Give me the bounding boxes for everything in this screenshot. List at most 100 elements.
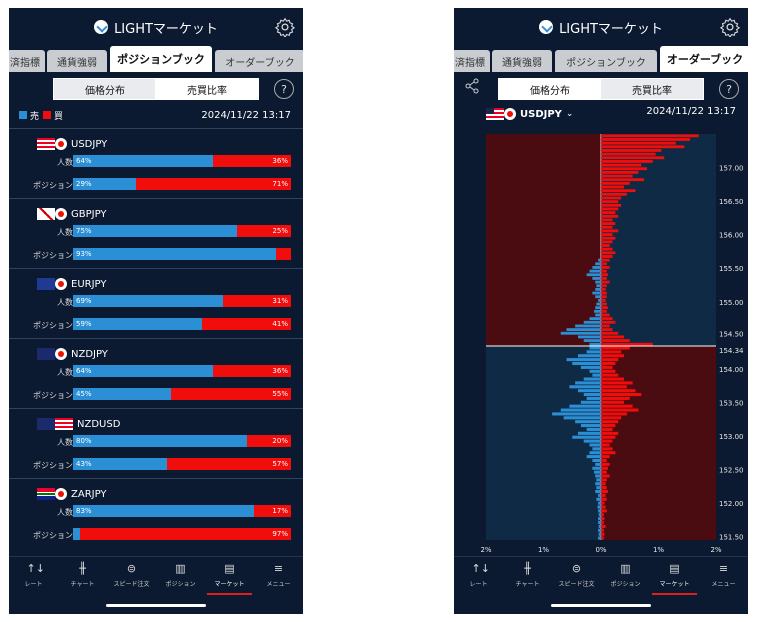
people-ratio-bar: 64% 36% xyxy=(73,155,291,167)
tab-position-book[interactable]: ポジションブック xyxy=(555,50,657,72)
position-ratio-bar: 45% 55% xyxy=(73,388,291,400)
share-icon[interactable] xyxy=(464,78,480,94)
buy-order-bar xyxy=(601,431,619,435)
us-flag-icon xyxy=(37,138,55,150)
pair-card-eurjpy[interactable]: EURJPY 人数 69% 31% ポジション 59% 41% xyxy=(9,268,303,339)
tab-currency-strength[interactable]: 通貨強弱 xyxy=(492,50,552,72)
nav-item-3[interactable]: ▥ ポジション xyxy=(156,559,205,593)
nav-icon: ╫ xyxy=(79,562,86,575)
buy-order-bar xyxy=(601,287,606,291)
pair-card-nzdjpy[interactable]: NZDJPY 人数 64% 36% ポジション 45% 55% xyxy=(9,338,303,409)
people-label: 人数 xyxy=(57,228,73,237)
buy-order-bar xyxy=(601,342,653,346)
tab-currency-strength[interactable]: 通貨強弱 xyxy=(47,50,107,72)
nav-item-5[interactable]: ≡ メニュー xyxy=(254,559,303,593)
pair-header: ZARJPY xyxy=(37,487,107,501)
sell-order-bar xyxy=(566,358,601,362)
nz-flag-icon xyxy=(37,418,55,430)
people-ratio-bar: 80% 20% xyxy=(73,435,291,447)
y-tick-label: 153.50 xyxy=(719,399,744,407)
segment-buy-sell-ratio[interactable]: 売買比率 xyxy=(600,78,704,100)
nav-item-0[interactable]: ↑↓ レート xyxy=(454,559,503,593)
buy-order-bar xyxy=(601,369,616,373)
nav-item-3[interactable]: ▥ ポジション xyxy=(601,559,650,593)
segment-price-distribution[interactable]: 価格分布 xyxy=(498,78,602,100)
app-logo-icon xyxy=(539,20,554,34)
sell-order-bar xyxy=(575,420,601,424)
segment-buy-sell-ratio[interactable]: 売買比率 xyxy=(155,78,259,100)
buy-order-bar xyxy=(601,447,613,451)
sell-order-bar xyxy=(583,439,601,443)
tab-position-book[interactable]: ポジションブック xyxy=(110,46,212,72)
buy-order-bar xyxy=(601,324,610,328)
gear-icon[interactable] xyxy=(275,17,295,37)
nav-item-4[interactable]: ▤ マーケット xyxy=(650,559,699,593)
nav-label: スピード注文 xyxy=(113,581,150,588)
help-icon[interactable]: ? xyxy=(719,79,739,99)
buy-order-bar xyxy=(601,439,613,443)
pair-card-usdjpy[interactable]: USDJPY 人数 64% 36% ポジション 29% 71% xyxy=(9,128,303,199)
sell-order-bar xyxy=(572,435,601,439)
gear-icon[interactable] xyxy=(720,17,740,37)
buy-swatch xyxy=(43,111,52,119)
buy-order-bar xyxy=(601,309,607,313)
y-tick-label: 154.34 xyxy=(719,347,744,355)
x-tick-label: 1% xyxy=(538,546,549,554)
tab-economic-indicators[interactable]: 済指標 xyxy=(454,50,490,72)
sell-order-bar xyxy=(598,298,601,302)
nav-item-4[interactable]: ▤ マーケット xyxy=(205,559,254,593)
buy-order-bar xyxy=(601,200,619,204)
pair-name: EURJPY xyxy=(71,278,107,290)
buy-order-bar xyxy=(601,358,619,362)
buy-order-bar xyxy=(601,258,610,262)
buy-order-bar xyxy=(601,284,607,288)
symbol-name: USDJPY xyxy=(520,108,562,120)
active-nav-underline xyxy=(652,593,697,595)
sell-order-bar xyxy=(589,369,601,373)
buy-segment xyxy=(275,248,291,260)
nav-item-2[interactable]: ⊜ スピード注文 xyxy=(107,559,156,593)
nav-item-0[interactable]: ↑↓ レート xyxy=(9,559,58,593)
nav-item-2[interactable]: ⊜ スピード注文 xyxy=(552,559,601,593)
nav-item-5[interactable]: ≡ メニュー xyxy=(699,559,748,593)
pair-card-nzdusd[interactable]: NZDUSD 人数 80% 20% ポジション 43% 57% xyxy=(9,408,303,479)
tab-order-book[interactable]: オーダーブック xyxy=(660,46,748,72)
buy-order-bar xyxy=(601,455,610,459)
x-tick-label: 2% xyxy=(480,546,491,554)
sell-segment: 93% xyxy=(73,248,276,260)
buy-segment: 36% xyxy=(212,365,291,377)
sell-order-bar xyxy=(578,389,601,393)
nav-icon: ▤ xyxy=(669,562,680,575)
nav-item-1[interactable]: ╫ チャート xyxy=(503,559,552,593)
buy-order-bar xyxy=(601,207,619,211)
sell-order-bar xyxy=(592,373,601,377)
symbol-selector[interactable]: USDJPY ⌄ xyxy=(486,108,573,120)
pair-card-gbpjpy[interactable]: GBPJPY 人数 75% 25% ポジション 93% xyxy=(9,198,303,269)
jp-flag-icon xyxy=(55,488,67,500)
home-indicator xyxy=(106,604,206,607)
nav-label: レート xyxy=(24,581,43,588)
sell-segment: 75% xyxy=(73,225,237,237)
sell-order-bar xyxy=(592,458,601,463)
buy-order-bar xyxy=(601,354,624,358)
nav-item-1[interactable]: ╫ チャート xyxy=(58,559,107,593)
tab-bar: 済指標 通貨強弱 ポジションブック オーダーブック xyxy=(454,46,748,72)
tab-economic-indicators[interactable]: 済指標 xyxy=(9,50,45,72)
right-phone-screen: LIGHTマーケット 済指標 通貨強弱 ポジションブック オーダーブック 価格分… xyxy=(454,8,748,614)
sell-segment xyxy=(73,528,80,540)
position-label: ポジション xyxy=(33,531,73,540)
sell-order-bar xyxy=(575,381,601,385)
people-ratio-bar: 69% 31% xyxy=(73,295,291,307)
sell-order-bar xyxy=(596,497,601,501)
tab-order-book[interactable]: オーダーブック xyxy=(215,50,303,72)
nav-icon: ⊜ xyxy=(126,562,137,575)
y-tick-label: 155.50 xyxy=(719,265,744,273)
help-icon[interactable]: ? xyxy=(274,79,294,99)
sell-order-bar xyxy=(578,431,601,435)
sell-order-bar xyxy=(592,466,601,470)
pair-card-zarjpy[interactable]: ZARJPY 人数 83% 17% ポジション 97% xyxy=(9,478,303,549)
nav-icon: ↑↓ xyxy=(26,562,45,575)
buy-segment: 17% xyxy=(253,505,291,517)
segment-price-distribution[interactable]: 価格分布 xyxy=(53,78,157,100)
buy-order-bar xyxy=(601,513,604,517)
